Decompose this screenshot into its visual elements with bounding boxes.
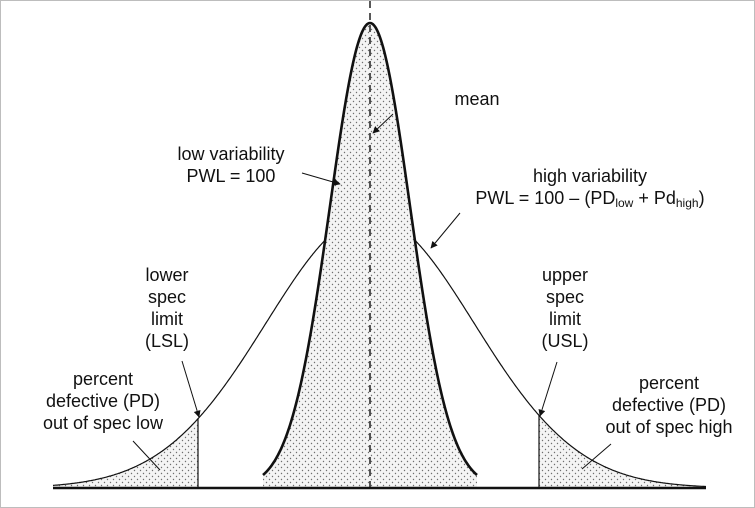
formula-subscript-high: high (675, 196, 699, 210)
low-variability-label: low variability PWL = 100 (151, 143, 311, 187)
usl-line-1: upper (541, 265, 589, 285)
lsl-line-3: limit (151, 309, 183, 329)
high-variability-title: high variability (532, 166, 648, 186)
high-variability-leader-arrow (430, 212, 461, 249)
usl-line-3: limit (549, 309, 581, 329)
low-variability-leader-arrow (301, 172, 341, 186)
low-variability-line-2: PWL = 100 (186, 166, 276, 186)
formula-suffix: ) (698, 188, 705, 208)
pd-low-line-2: defective (PD) (45, 391, 161, 411)
mean-label-text: mean (454, 89, 500, 109)
usl-label: upper spec limit (USL) (515, 264, 615, 352)
lower-tail-defective-area (53, 418, 198, 488)
formula-prefix: PWL = 100 – (PD (475, 188, 616, 208)
pd-low-label: percent defective (PD) out of spec low (23, 368, 183, 434)
low-variability-curve (262, 21, 478, 476)
lsl-line-1: lower (145, 265, 189, 285)
upper-tail-defective-area (539, 415, 706, 488)
formula-middle: + Pd (633, 188, 676, 208)
low-variability-line-1: low variability (177, 144, 285, 164)
lsl-line-2: spec (147, 287, 187, 307)
lsl-leader-arrow (181, 360, 201, 418)
lsl-line-4: (LSL) (144, 331, 189, 351)
pd-high-leader-line (581, 443, 612, 470)
pd-high-line-1: percent (638, 373, 700, 393)
formula-subscript-low: low (615, 196, 634, 210)
high-variability-formula: PWL = 100 – (PDlow + Pdhigh) (445, 187, 735, 214)
high-variability-label: high variability PWL = 100 – (PDlow + Pd… (445, 165, 735, 214)
pd-high-line-3: out of spec high (605, 417, 733, 437)
usl-line-4: (USL) (541, 331, 589, 351)
usl-leader-arrow (538, 361, 558, 417)
mean-label: mean (437, 88, 517, 110)
pd-low-line-1: percent (72, 369, 134, 389)
pd-high-line-2: defective (PD) (611, 395, 727, 415)
usl-line-2: spec (545, 287, 585, 307)
lsl-label: lower spec limit (LSL) (117, 264, 217, 352)
pd-low-leader-line (132, 440, 161, 471)
pd-low-line-3: out of spec low (42, 413, 164, 433)
pd-high-label: percent defective (PD) out of spec high (589, 372, 749, 438)
mean-leader-arrow (372, 113, 394, 134)
